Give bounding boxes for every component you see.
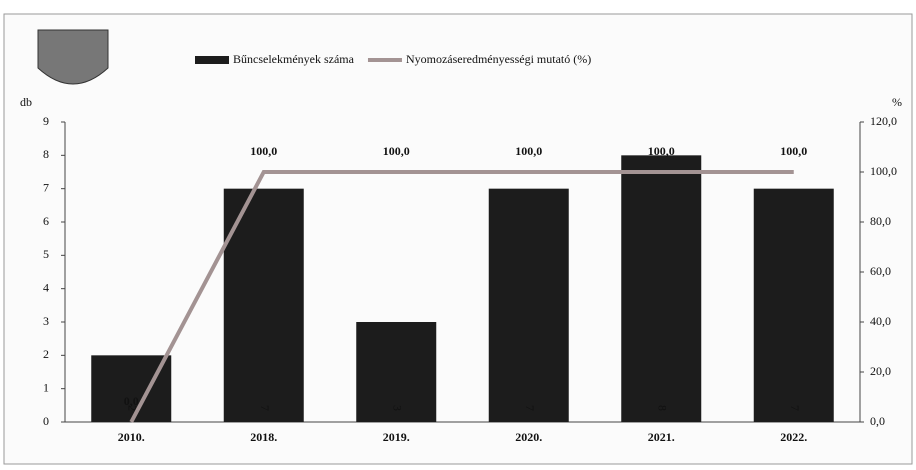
y2-tick-label: 120,0	[870, 114, 897, 128]
y2-tick-label: 20,0	[870, 364, 891, 378]
y-tick-label: 0	[43, 414, 49, 428]
y-axis-title: db	[20, 95, 32, 109]
y-tick-label: 8	[43, 147, 49, 161]
y-tick-label: 1	[43, 380, 49, 394]
x-tick-label: 2019.	[383, 430, 410, 444]
bar-value-label: 7	[523, 405, 537, 411]
x-tick-label: 2010.	[118, 430, 145, 444]
line-value-label: 100,0	[780, 144, 807, 158]
legend-label: Bűncselekmények száma	[233, 52, 355, 66]
x-tick-label: 2018.	[250, 430, 277, 444]
y2-tick-label: 0,0	[870, 414, 885, 428]
y2-tick-label: 80,0	[870, 214, 891, 228]
bar	[488, 188, 569, 422]
y2-tick-label: 60,0	[870, 264, 891, 278]
bar-value-label: 8	[656, 405, 670, 411]
bar-value-label: 7	[788, 405, 802, 411]
bar	[91, 355, 172, 422]
line-value-label: 100,0	[515, 144, 542, 158]
y-tick-label: 6	[43, 214, 49, 228]
y2-tick-label: 40,0	[870, 314, 891, 328]
bar	[223, 188, 304, 422]
legend-swatch	[195, 56, 229, 64]
line-series	[129, 170, 794, 423]
y-tick-label: 9	[43, 114, 49, 128]
x-tick-label: 2022.	[780, 430, 807, 444]
y2-tick-label: 100,0	[870, 164, 897, 178]
bar-value-label: 2	[126, 405, 140, 411]
y-tick-label: 2	[43, 347, 49, 361]
line-value-label: 100,0	[648, 144, 675, 158]
line-value-label: 100,0	[250, 144, 277, 158]
bar	[356, 322, 437, 422]
bar	[621, 155, 702, 423]
y-tick-label: 3	[43, 314, 49, 328]
line-value-label: 100,0	[383, 144, 410, 158]
x-tick-label: 2020.	[515, 430, 542, 444]
bar-value-label: 7	[258, 405, 272, 411]
x-tick-label: 2021.	[648, 430, 675, 444]
logo	[37, 29, 109, 85]
bar-value-label: 3	[391, 405, 405, 411]
y2-axis-title: %	[892, 95, 902, 109]
y-tick-label: 4	[43, 280, 49, 294]
y-tick-label: 5	[43, 247, 49, 261]
line-value-label: 0,0	[124, 394, 139, 408]
legend-label: Nyomozáseredményességi mutató (%)	[406, 52, 591, 66]
bar	[753, 188, 834, 422]
y-tick-label: 7	[43, 180, 49, 194]
